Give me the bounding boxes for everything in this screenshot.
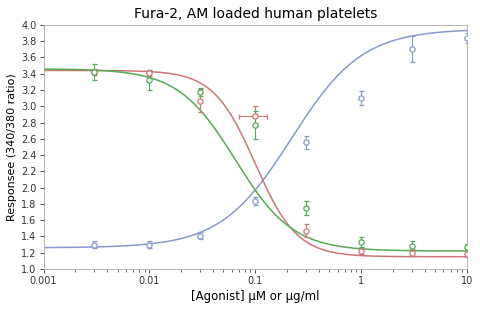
Title: Fura-2, AM loaded human platelets: Fura-2, AM loaded human platelets xyxy=(133,7,377,21)
X-axis label: [Agonist] μM or μg/ml: [Agonist] μM or μg/ml xyxy=(191,290,320,303)
Y-axis label: Responsee (340/380 ratio): Responsee (340/380 ratio) xyxy=(7,73,17,221)
